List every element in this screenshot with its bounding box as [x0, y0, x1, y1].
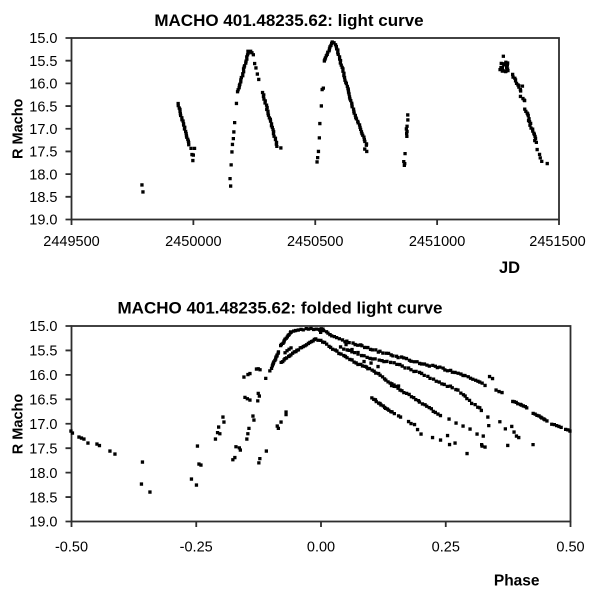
svg-text:0.25: 0.25 [432, 540, 460, 556]
svg-text:15.5: 15.5 [29, 344, 57, 360]
svg-text:R Macho: R Macho [11, 98, 27, 159]
svg-text:JD: JD [499, 259, 520, 277]
svg-text:2450500: 2450500 [287, 234, 343, 250]
svg-text:18.5: 18.5 [29, 490, 57, 506]
svg-text:18.0: 18.0 [29, 466, 57, 482]
svg-text:16.5: 16.5 [29, 393, 57, 409]
svg-text:16.0: 16.0 [29, 77, 57, 93]
svg-text:18.5: 18.5 [29, 190, 57, 206]
svg-text:2451000: 2451000 [409, 234, 465, 250]
svg-text:17.5: 17.5 [29, 441, 57, 457]
svg-text:Phase: Phase [494, 573, 540, 590]
svg-text:17.5: 17.5 [29, 145, 57, 161]
svg-text:15.5: 15.5 [29, 54, 57, 70]
svg-text:-0.25: -0.25 [180, 540, 213, 556]
svg-text:2450000: 2450000 [165, 234, 221, 250]
svg-text:16.0: 16.0 [29, 368, 57, 384]
svg-text:2449500: 2449500 [43, 234, 99, 250]
svg-text:2451500: 2451500 [529, 234, 585, 250]
svg-text:15.0: 15.0 [29, 319, 57, 335]
svg-text:16.5: 16.5 [29, 99, 57, 115]
svg-text:MACHO 401.48235.62: light curv: MACHO 401.48235.62: light curve [154, 11, 423, 30]
svg-text:-0.50: -0.50 [55, 540, 88, 556]
svg-text:0.50: 0.50 [556, 540, 584, 556]
svg-text:18.0: 18.0 [29, 167, 57, 183]
svg-text:0.00: 0.00 [307, 540, 335, 556]
svg-text:R Macho: R Macho [11, 394, 27, 455]
svg-text:15.0: 15.0 [29, 31, 57, 47]
svg-text:19.0: 19.0 [29, 515, 57, 531]
svg-text:17.0: 17.0 [29, 122, 57, 138]
svg-text:17.0: 17.0 [29, 417, 57, 433]
svg-text:MACHO 401.48235.62: folded lig: MACHO 401.48235.62: folded light curve [118, 299, 443, 318]
svg-text:19.0: 19.0 [29, 213, 57, 229]
